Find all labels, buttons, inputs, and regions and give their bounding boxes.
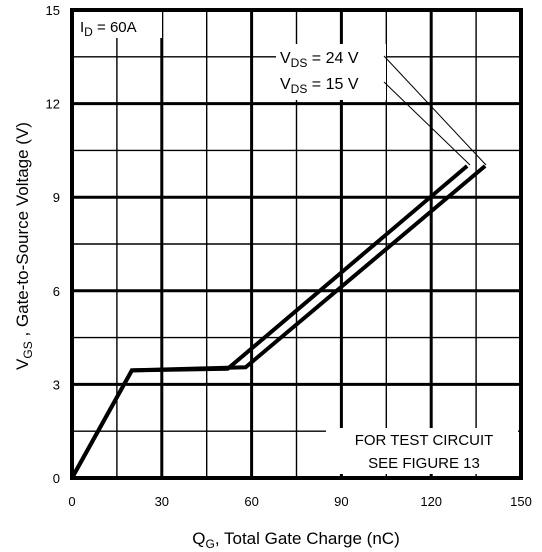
y-tick-label: 12 — [46, 97, 60, 112]
series-line-1 — [70, 164, 469, 479]
legend-15v-rest: = 15 V — [307, 76, 358, 93]
x-tick-label: 0 — [68, 494, 75, 509]
y-axis-title-rest: , Gate-to-Source Voltage (V) — [13, 122, 32, 341]
condition-sub: D — [84, 25, 93, 39]
y-tick-label: 9 — [53, 190, 60, 205]
series-lines — [70, 164, 487, 479]
note-line-1: FOR TEST CIRCUIT — [355, 432, 494, 449]
y-tick-label: 3 — [53, 377, 60, 392]
legend-box — [276, 44, 386, 100]
x-tick-label: 90 — [334, 494, 348, 509]
legend-24v-main: V — [280, 50, 291, 67]
legend-label-24v: VDS = 24 V — [280, 50, 359, 70]
y-axis-title-main: V — [13, 358, 32, 370]
y-tick-label: 15 — [46, 3, 60, 18]
x-axis-title: QG, Total Gate Charge (nC) — [192, 529, 399, 551]
y-tick-label: 6 — [53, 284, 60, 299]
note-box — [326, 428, 518, 474]
x-tick-label: 150 — [510, 494, 532, 509]
plot-frame — [70, 8, 523, 480]
condition-rest: = 60A — [93, 19, 137, 36]
x-axis-title-sub: G — [206, 537, 215, 551]
legend-label-15v: VDS = 15 V — [280, 76, 359, 96]
x-tick-label: 120 — [420, 494, 442, 509]
condition-label: ID = 60A — [80, 19, 137, 39]
leader-line-15v — [383, 81, 471, 166]
condition-main: I — [80, 19, 84, 36]
legend-24v-rest: = 24 V — [307, 50, 358, 67]
y-axis-title: VGS , Gate-to-Source Voltage (V) — [13, 122, 35, 370]
condition-box — [74, 12, 162, 38]
legend-24v-sub: DS — [291, 56, 308, 70]
leader-line-24v — [383, 55, 487, 166]
x-axis-title-main: Q — [192, 529, 205, 548]
x-axis-title-rest: , Total Gate Charge (nC) — [215, 529, 400, 548]
y-axis-title-sub: GS — [21, 341, 35, 358]
note-line-2: SEE FIGURE 13 — [368, 455, 480, 472]
y-tick-labels: 0 3 6 9 12 15 — [46, 3, 60, 486]
x-tick-labels: 0 30 60 90 120 150 — [68, 494, 531, 509]
legend-15v-sub: DS — [291, 82, 308, 96]
x-tick-label: 60 — [244, 494, 258, 509]
legend-15v-main: V — [280, 76, 291, 93]
y-tick-label: 0 — [53, 471, 60, 486]
x-tick-label: 30 — [155, 494, 169, 509]
